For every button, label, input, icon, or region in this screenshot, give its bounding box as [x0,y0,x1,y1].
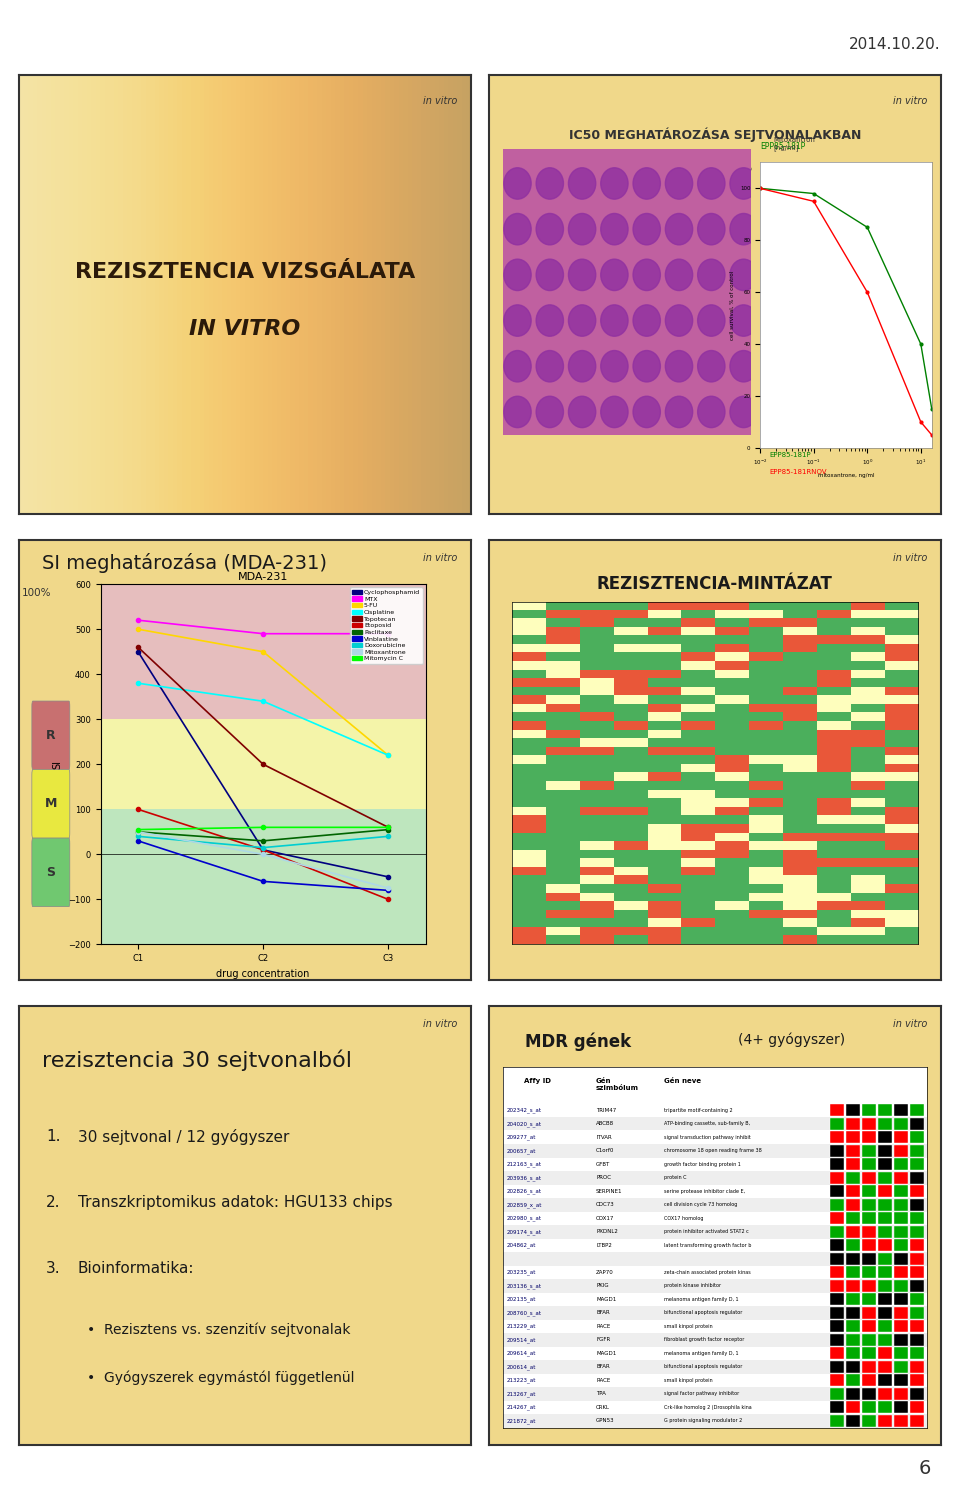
Text: in vitro: in vitro [893,1019,927,1030]
Text: Bioinformatika:: Bioinformatika: [78,1261,195,1275]
Text: in vitro: in vitro [893,553,927,563]
Text: in vitro: in vitro [423,553,457,563]
Text: EPP85-181P: EPP85-181P [769,451,811,457]
Text: 6: 6 [919,1459,931,1478]
Text: MDR: MDR [760,195,778,204]
Text: 100%: 100% [21,589,51,597]
Text: 0.2: 0.2 [741,232,751,238]
Text: IN VITRO: IN VITRO [189,319,300,340]
Text: 0: 0 [747,167,751,173]
Text: EPP85-181RNOV: EPP85-181RNOV [760,168,823,177]
Text: 2014.10.20.: 2014.10.20. [850,37,941,52]
Text: •  Gyógyszerek egymástól függetlenül: • Gyógyszerek egymástól függetlenül [87,1371,354,1386]
Text: IC₅₀ = 13.26 ng/ml: IC₅₀ = 13.26 ng/ml [782,197,848,203]
Text: 1.: 1. [46,1129,60,1144]
Text: •  Rezisztens vs. szenzitív sejtvonalak: • Rezisztens vs. szenzitív sejtvonalak [87,1322,350,1337]
Text: EPP85-181P: EPP85-181P [760,142,805,150]
Text: REZISZTENCIA-MINTÁZAT: REZISZTENCIA-MINTÁZAT [597,575,833,593]
Text: 33%: 33% [28,808,51,818]
Text: in vitro: in vitro [423,97,457,106]
Text: 2.: 2. [46,1195,60,1210]
Text: in vitro: in vitro [893,97,927,106]
Text: rezisztencia 30 sejtvonalból: rezisztencia 30 sejtvonalból [42,1050,351,1071]
Text: (4+ gyógyszer): (4+ gyógyszer) [737,1033,845,1047]
Text: Transzkriptomikus adatok: HGU133 chips: Transzkriptomikus adatok: HGU133 chips [78,1195,393,1210]
Text: 0%: 0% [35,922,51,931]
Text: in vitro: in vitro [423,1019,457,1030]
Text: 0.01: 0.01 [737,200,751,206]
Text: 20.0: 20.0 [737,365,751,370]
Text: Mitoxantron
[ng/ml]: Mitoxantron [ng/ml] [774,137,816,150]
Text: SI meghatározása (MDA-231): SI meghatározása (MDA-231) [42,553,326,574]
Text: 3.: 3. [46,1261,60,1275]
Text: REZISZTENCIA VIZSGÁLATA: REZISZTENCIA VIZSGÁLATA [75,262,416,282]
Text: 6.67: 6.67 [737,332,751,337]
Text: EPP85-181RNOV: EPP85-181RNOV [769,469,827,475]
Text: 30 sejtvonal / 12 gyógyszer: 30 sejtvonal / 12 gyógyszer [78,1129,289,1144]
Text: 66%: 66% [28,697,51,708]
Text: 2.0: 2.0 [741,299,751,304]
Text: MDR gének: MDR gének [525,1033,632,1050]
Text: IC50 MEGHATÁROZÁSA SEJTVONALAKBAN: IC50 MEGHATÁROZÁSA SEJTVONALAKBAN [568,127,861,142]
Text: 0.67: 0.67 [737,267,751,271]
